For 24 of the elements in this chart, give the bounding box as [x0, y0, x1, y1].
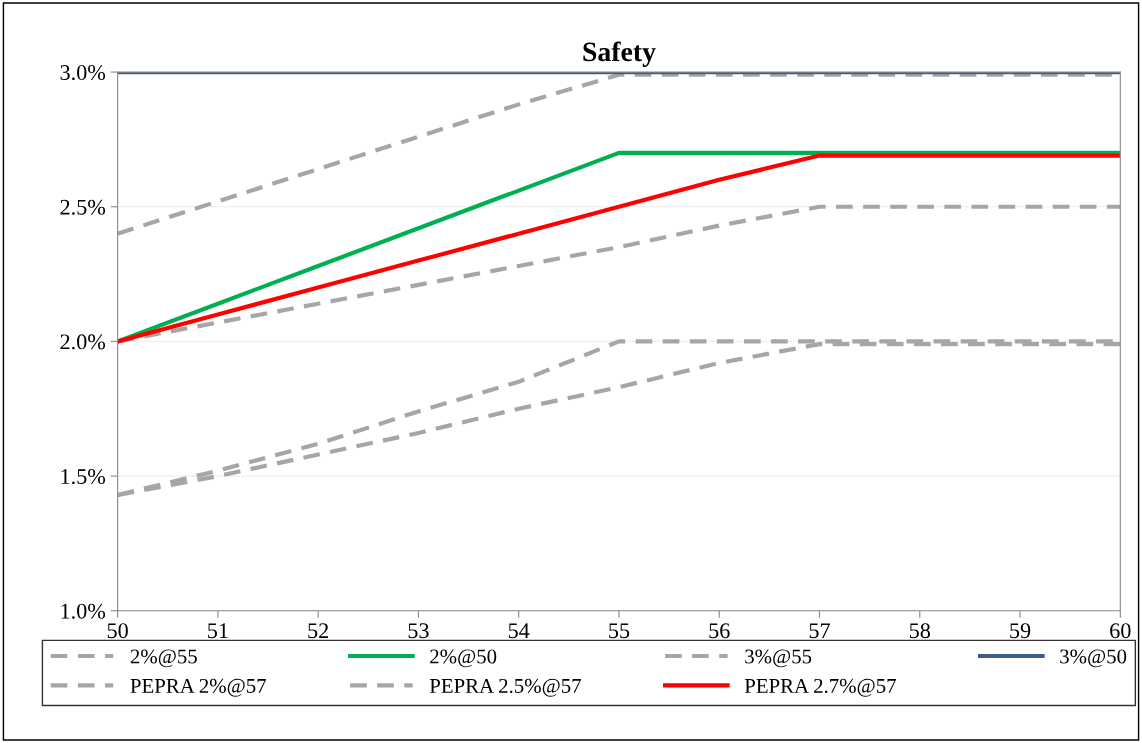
- y-tick-label: 2.5%: [60, 199, 106, 215]
- y-tick-label: 1.0%: [61, 603, 106, 619]
- x-tick-label: 53: [408, 623, 429, 639]
- legend-label: PEPRA 2.7%@57: [744, 678, 896, 697]
- y-tick-label: 3.0%: [60, 65, 106, 81]
- legend-label: PEPRA 2%@57: [130, 678, 267, 697]
- x-tick-label: 57: [809, 623, 830, 639]
- x-tick-label: 58: [909, 623, 931, 639]
- legend-label: PEPRA 2.5%@57: [429, 678, 581, 697]
- x-tick-label: 60: [1110, 623, 1131, 639]
- legend-label: 3%@50: [1060, 649, 1127, 668]
- y-tick-label: 2.0%: [60, 334, 106, 350]
- legend-label: 2%@50: [430, 649, 497, 668]
- y-tick-label: 1.5%: [61, 469, 106, 485]
- x-tick-label: 54: [508, 623, 530, 639]
- x-tick-label: 56: [709, 623, 730, 639]
- x-tick-label: 55: [609, 623, 630, 639]
- chart-title: Safety: [583, 41, 656, 67]
- x-tick-label: 52: [308, 623, 329, 639]
- x-tick-label: 50: [107, 623, 128, 639]
- legend-label: 2%@55: [130, 649, 197, 668]
- x-tick-label: 59: [1010, 623, 1031, 639]
- x-tick-label: 51: [208, 623, 228, 639]
- legend-label: 3%@55: [745, 649, 812, 668]
